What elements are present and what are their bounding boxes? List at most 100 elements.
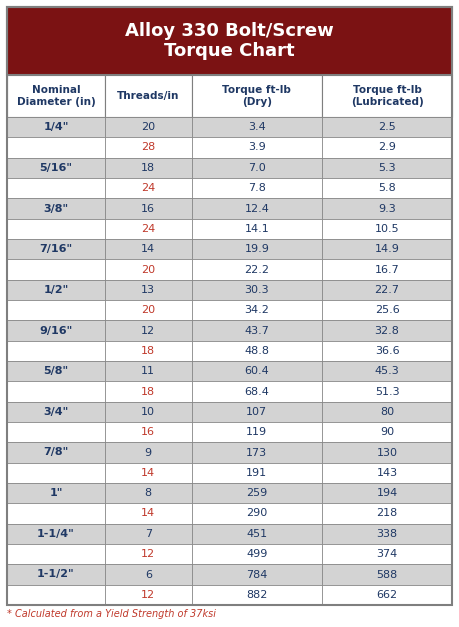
Bar [7, 503, 105, 524]
Text: 24: 24 [141, 224, 156, 234]
Text: 22.7: 22.7 [375, 285, 399, 295]
Bar [322, 320, 452, 340]
Bar [322, 564, 452, 584]
Text: 16.7: 16.7 [375, 265, 399, 275]
Bar [322, 280, 452, 300]
Bar [192, 178, 322, 198]
Text: * Calculated from a Yield Strength of 37ksi: * Calculated from a Yield Strength of 37… [7, 609, 216, 619]
Text: 5/8": 5/8" [44, 366, 68, 376]
Bar [105, 463, 192, 483]
Text: 662: 662 [376, 590, 397, 600]
Bar [192, 564, 322, 584]
Bar [105, 564, 192, 584]
Bar [322, 402, 452, 422]
Text: 173: 173 [246, 448, 268, 458]
Text: 191: 191 [246, 468, 268, 478]
Text: 882: 882 [246, 590, 268, 600]
Bar [105, 178, 192, 198]
Bar [322, 422, 452, 442]
Bar [192, 524, 322, 544]
Bar [192, 260, 322, 280]
Bar [105, 117, 192, 137]
Bar [192, 117, 322, 137]
Text: 290: 290 [246, 508, 268, 519]
Text: 5/16": 5/16" [39, 163, 73, 173]
Bar [322, 381, 452, 402]
Bar [322, 463, 452, 483]
Bar [105, 381, 192, 402]
Text: 14: 14 [141, 508, 155, 519]
Bar [322, 442, 452, 463]
Bar [322, 157, 452, 178]
Text: 1/4": 1/4" [43, 122, 69, 132]
Text: 784: 784 [246, 569, 268, 579]
Text: 5.8: 5.8 [378, 183, 396, 193]
Text: 12: 12 [141, 325, 155, 335]
Text: 12.4: 12.4 [245, 204, 269, 214]
Bar [322, 544, 452, 564]
Bar [105, 198, 192, 219]
Text: 32.8: 32.8 [375, 325, 399, 335]
Bar [192, 157, 322, 178]
Text: 22.2: 22.2 [244, 265, 269, 275]
Bar [7, 381, 105, 402]
Bar [105, 524, 192, 544]
Text: 20: 20 [141, 122, 155, 132]
Text: 3/4": 3/4" [43, 407, 68, 417]
Bar [7, 361, 105, 381]
Bar [322, 361, 452, 381]
Text: 51.3: 51.3 [375, 386, 399, 396]
Text: 43.7: 43.7 [245, 325, 269, 335]
Text: 7.0: 7.0 [248, 163, 266, 173]
Bar [105, 422, 192, 442]
Text: 60.4: 60.4 [245, 366, 269, 376]
Bar [7, 219, 105, 239]
Bar [105, 280, 192, 300]
Bar [7, 157, 105, 178]
Text: 5.3: 5.3 [378, 163, 396, 173]
Text: 1-1/4": 1-1/4" [37, 529, 75, 539]
Text: 13: 13 [141, 285, 155, 295]
Text: 2.9: 2.9 [378, 142, 396, 152]
Bar [322, 483, 452, 503]
Text: 2.5: 2.5 [378, 122, 396, 132]
Text: Alloy 330 Bolt/Screw
Torque Chart: Alloy 330 Bolt/Screw Torque Chart [125, 21, 334, 60]
Bar [322, 524, 452, 544]
Text: 218: 218 [376, 508, 397, 519]
Bar [7, 280, 105, 300]
Text: 588: 588 [376, 569, 397, 579]
Bar [7, 260, 105, 280]
Bar [192, 361, 322, 381]
Text: 16: 16 [141, 204, 155, 214]
Text: Nominal
Diameter (in): Nominal Diameter (in) [17, 85, 95, 107]
Text: 14.9: 14.9 [375, 244, 399, 254]
Bar [192, 239, 322, 260]
Bar [105, 340, 192, 361]
Bar [192, 422, 322, 442]
Text: 36.6: 36.6 [375, 346, 399, 356]
Text: 14: 14 [141, 244, 155, 254]
Text: 7/8": 7/8" [43, 448, 68, 458]
Text: 11: 11 [141, 366, 155, 376]
Bar [192, 381, 322, 402]
Text: 28: 28 [141, 142, 156, 152]
Bar [192, 75, 322, 117]
Text: 20: 20 [141, 265, 155, 275]
Text: 24: 24 [141, 183, 156, 193]
Bar [322, 239, 452, 260]
Bar [322, 219, 452, 239]
Text: 68.4: 68.4 [245, 386, 269, 396]
Bar [7, 442, 105, 463]
Text: 25.6: 25.6 [375, 305, 399, 315]
Text: 10.5: 10.5 [375, 224, 399, 234]
Bar [105, 361, 192, 381]
Bar [7, 340, 105, 361]
Text: 10: 10 [141, 407, 155, 417]
Text: 3.9: 3.9 [248, 142, 266, 152]
Bar [192, 300, 322, 320]
Text: 80: 80 [380, 407, 394, 417]
Bar [192, 483, 322, 503]
Bar [322, 117, 452, 137]
Text: 194: 194 [376, 488, 397, 498]
Text: 9: 9 [145, 448, 152, 458]
